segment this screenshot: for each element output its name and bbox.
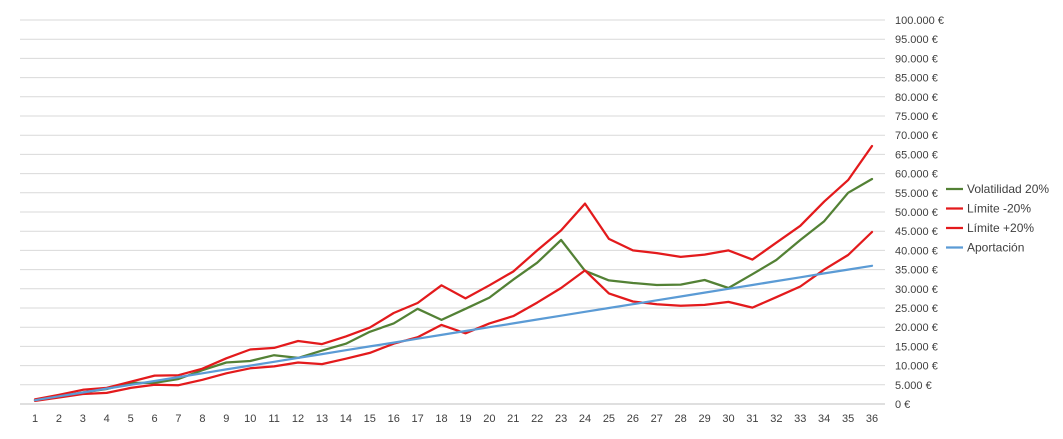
y-tick-label: 20.000 € bbox=[895, 322, 938, 334]
x-tick-label: 30 bbox=[722, 413, 734, 425]
y-tick-label: 100.000 € bbox=[895, 15, 944, 27]
x-tick-label: 26 bbox=[627, 413, 639, 425]
x-tick-label: 3 bbox=[80, 413, 86, 425]
x-tick-label: 36 bbox=[866, 413, 878, 425]
x-tick-label: 1 bbox=[32, 413, 38, 425]
y-tick-label: 75.000 € bbox=[895, 111, 938, 123]
x-tick-label: 35 bbox=[842, 413, 854, 425]
x-tick-label: 28 bbox=[675, 413, 687, 425]
series-line-3 bbox=[33, 230, 874, 403]
x-tick-label: 16 bbox=[388, 413, 400, 425]
y-tick-label: 25.000 € bbox=[895, 303, 938, 315]
y-tick-label: 15.000 € bbox=[895, 341, 938, 353]
x-tick-label: 22 bbox=[531, 413, 543, 425]
x-tick-label: 31 bbox=[746, 413, 758, 425]
y-tick-label: 40.000 € bbox=[895, 245, 938, 257]
y-tick-label: 35.000 € bbox=[895, 265, 938, 277]
x-tick-label: 7 bbox=[175, 413, 181, 425]
y-tick-label: 0 € bbox=[895, 399, 910, 411]
x-tick-label: 14 bbox=[340, 413, 352, 425]
legend: Volatilidad 20% Límite -20% Límite +20% Apo… bbox=[946, 182, 1049, 255]
x-tick-label: 17 bbox=[412, 413, 424, 425]
x-tick-label: 19 bbox=[459, 413, 471, 425]
x-tick-label: 33 bbox=[794, 413, 806, 425]
series-lines bbox=[33, 144, 874, 403]
y-tick-label: 80.000 € bbox=[895, 92, 938, 104]
y-tick-label: 90.000 € bbox=[895, 53, 938, 65]
x-tick-label: 4 bbox=[104, 413, 110, 425]
y-tick-label: 65.000 € bbox=[895, 149, 938, 161]
series-line-1 bbox=[33, 177, 874, 402]
x-tick-label: 15 bbox=[364, 413, 376, 425]
x-tick-label: 32 bbox=[770, 413, 782, 425]
x-tick-label: 29 bbox=[698, 413, 710, 425]
x-tick-label: 23 bbox=[555, 413, 567, 425]
y-tick-label: 95.000 € bbox=[895, 34, 938, 46]
x-axis: 1 2 3 4 5 6 7 8 9 10 11 12 13 14 15 16 17 18 19 20 21 22 23 24 2… bbox=[32, 413, 878, 425]
y-tick-label: 85.000 € bbox=[895, 73, 938, 85]
x-tick-label: 8 bbox=[199, 413, 205, 425]
gridlines bbox=[20, 19, 885, 405]
y-tick-label: 50.000 € bbox=[895, 207, 938, 219]
x-tick-label: 5 bbox=[128, 413, 134, 425]
x-tick-label: 11 bbox=[268, 413, 279, 425]
x-tick-label: 18 bbox=[435, 413, 447, 425]
y-tick-label: 10.000 € bbox=[895, 361, 938, 373]
y-tick-label: 55.000 € bbox=[895, 188, 938, 200]
x-tick-label: 12 bbox=[292, 413, 304, 425]
legend-label: Aportación bbox=[967, 241, 1024, 255]
x-tick-label: 6 bbox=[152, 413, 158, 425]
y-axis: 0 € 5.000 € 10.000 € 15.000 € 20.000 € 25.000… bbox=[895, 15, 944, 411]
x-tick-label: 20 bbox=[483, 413, 495, 425]
x-tick-label: 34 bbox=[818, 413, 830, 425]
y-tick-label: 5.000 € bbox=[895, 380, 932, 392]
y-tick-label: 70.000 € bbox=[895, 130, 938, 142]
x-tick-label: 10 bbox=[244, 413, 256, 425]
x-tick-label: 13 bbox=[316, 413, 328, 425]
x-tick-label: 24 bbox=[579, 413, 591, 425]
legend-label: Límite +20% bbox=[967, 221, 1034, 235]
x-tick-label: 25 bbox=[603, 413, 615, 425]
series-line-2 bbox=[33, 144, 874, 401]
y-tick-label: 30.000 € bbox=[895, 284, 938, 296]
x-tick-label: 2 bbox=[56, 413, 62, 425]
x-tick-label: 21 bbox=[507, 413, 519, 425]
y-tick-label: 45.000 € bbox=[895, 226, 938, 238]
y-tick-label: 60.000 € bbox=[895, 169, 938, 181]
series-line-4 bbox=[33, 264, 874, 402]
legend-label: Volatilidad 20% bbox=[967, 182, 1049, 196]
x-tick-label: 9 bbox=[223, 413, 229, 425]
x-tick-label: 27 bbox=[651, 413, 663, 425]
legend-label: Límite -20% bbox=[967, 202, 1031, 216]
